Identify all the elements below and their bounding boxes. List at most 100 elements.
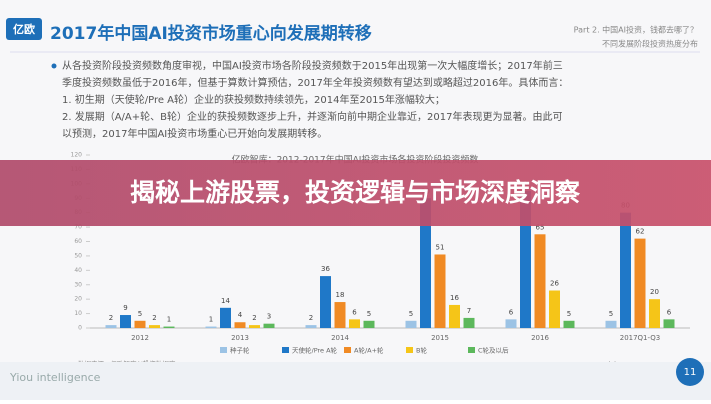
- x-tick-label: 2017Q1-Q3: [620, 334, 661, 342]
- legend-swatch: [344, 347, 351, 353]
- legend-label: C轮及以后: [478, 346, 509, 355]
- data-label: 5: [609, 310, 613, 318]
- bar: [405, 320, 417, 328]
- data-label: 62: [636, 228, 645, 236]
- footer-brand: Yiou intelligence: [9, 371, 101, 384]
- data-label: 1: [209, 316, 213, 324]
- y-tick-label: 0: [78, 325, 82, 332]
- bar: [163, 326, 175, 328]
- data-label: 51: [436, 243, 445, 251]
- x-tick-label: 2015: [431, 334, 449, 342]
- x-tick-label: 2014: [331, 334, 349, 342]
- bar: [605, 320, 617, 328]
- banner-text: 揭秘上游股票，投资逻辑与市场深度洞察: [130, 178, 581, 207]
- bar: [449, 304, 460, 328]
- bar: [334, 302, 346, 328]
- bar: [349, 319, 360, 328]
- body-text: 从各投资阶段投资频数角度审视，中国AI投资市场各阶段投资频数于2015年出现第一…: [51, 59, 568, 140]
- data-label: 4: [238, 311, 243, 319]
- x-tick-label: 2012: [131, 334, 149, 342]
- bar: [549, 290, 560, 328]
- y-tick-label: 50: [74, 252, 82, 259]
- legend-swatch: [406, 347, 413, 353]
- bar: [649, 299, 660, 328]
- data-label: 2: [309, 314, 313, 322]
- data-label: 2: [252, 314, 256, 322]
- data-label: 26: [550, 280, 559, 288]
- y-tick-label: 10: [74, 310, 82, 317]
- page-badge: [676, 358, 704, 386]
- data-label: 3: [267, 313, 271, 321]
- data-label: 36: [321, 265, 330, 273]
- y-tick-label: 70: [74, 224, 82, 231]
- bar: [563, 320, 575, 328]
- data-label: 7: [467, 307, 471, 315]
- bar: [263, 323, 275, 328]
- data-label: 2: [152, 314, 156, 322]
- y-tick-label: 60: [74, 238, 82, 245]
- data-label: 5: [409, 310, 413, 318]
- logo: 亿欧: [13, 22, 35, 36]
- data-label: 6: [667, 308, 672, 316]
- bar: [420, 198, 431, 328]
- bar: [320, 276, 331, 328]
- bar: [634, 238, 646, 328]
- legend-label: 天使轮/Pre A轮: [292, 346, 338, 355]
- body-line: 季度投资频数虽低于2016年，但基于算数计算预估，2017年全年投资频数有望达到…: [62, 76, 568, 89]
- legend-swatch: [220, 347, 227, 353]
- y-tick-label: 120: [71, 152, 83, 159]
- bar: [105, 325, 117, 328]
- part-label: Part 2. 中国AI投资，钱都去哪了？: [574, 25, 698, 35]
- bar: [305, 325, 317, 328]
- y-tick-label: 30: [74, 281, 82, 288]
- slide-title: 2017年中国AI投资市场重心向发展期转移: [50, 23, 372, 44]
- legend-swatch: [468, 347, 475, 353]
- bar: [134, 320, 146, 328]
- x-tick-label: 2016: [531, 334, 549, 342]
- banner: [0, 160, 711, 226]
- body-line: 以预测，2017年中国AI投资市场重心已开始向发展期转移。: [62, 127, 327, 140]
- bar: [249, 325, 260, 328]
- subpart-label: 不同发展阶段投资热度分布: [602, 39, 698, 49]
- data-label: 18: [336, 291, 345, 299]
- data-label: 1: [167, 316, 171, 324]
- data-label: 65: [536, 223, 545, 231]
- y-tick-label: 40: [74, 267, 82, 274]
- bar: [363, 320, 375, 328]
- bar: [663, 319, 675, 328]
- legend-swatch: [282, 347, 289, 353]
- x-tick-label: 2013: [231, 334, 249, 342]
- body-line: 2. 发展期（A/A+轮、B轮）企业的获投频数逐步上升，并逐渐向前中期企业靠近，…: [62, 110, 562, 123]
- legend-label: B轮: [416, 346, 427, 355]
- legend-label: 种子轮: [230, 346, 250, 355]
- logo-box: [6, 18, 42, 40]
- bar: [234, 322, 246, 328]
- data-label: 5: [138, 310, 142, 318]
- bullet: [51, 63, 57, 69]
- data-label: 5: [567, 310, 571, 318]
- bar: [620, 212, 631, 328]
- bar: [205, 326, 217, 328]
- bar: [505, 319, 517, 328]
- bar: [463, 317, 475, 328]
- body-line: 1. 初生期（天使轮/Pre A轮）企业的获投频数持续领先，2014年至2015…: [62, 93, 445, 106]
- data-label: 20: [650, 288, 659, 296]
- bar: [520, 191, 531, 328]
- data-label: 5: [367, 310, 371, 318]
- y-tick-label: 20: [74, 296, 82, 303]
- data-label: 6: [352, 308, 357, 316]
- data-label: 2: [109, 314, 113, 322]
- page-number: 11: [684, 367, 697, 378]
- data-label: 14: [221, 297, 230, 305]
- legend-label: A轮/A+轮: [354, 346, 384, 355]
- footer-bar: [0, 362, 711, 400]
- data-label: 6: [509, 308, 514, 316]
- bar: [220, 307, 231, 328]
- data-label: 16: [450, 294, 459, 302]
- bar: [149, 325, 160, 328]
- bar: [534, 234, 546, 328]
- bar: [434, 254, 446, 328]
- data-label: 9: [123, 304, 127, 312]
- bar: [120, 315, 131, 328]
